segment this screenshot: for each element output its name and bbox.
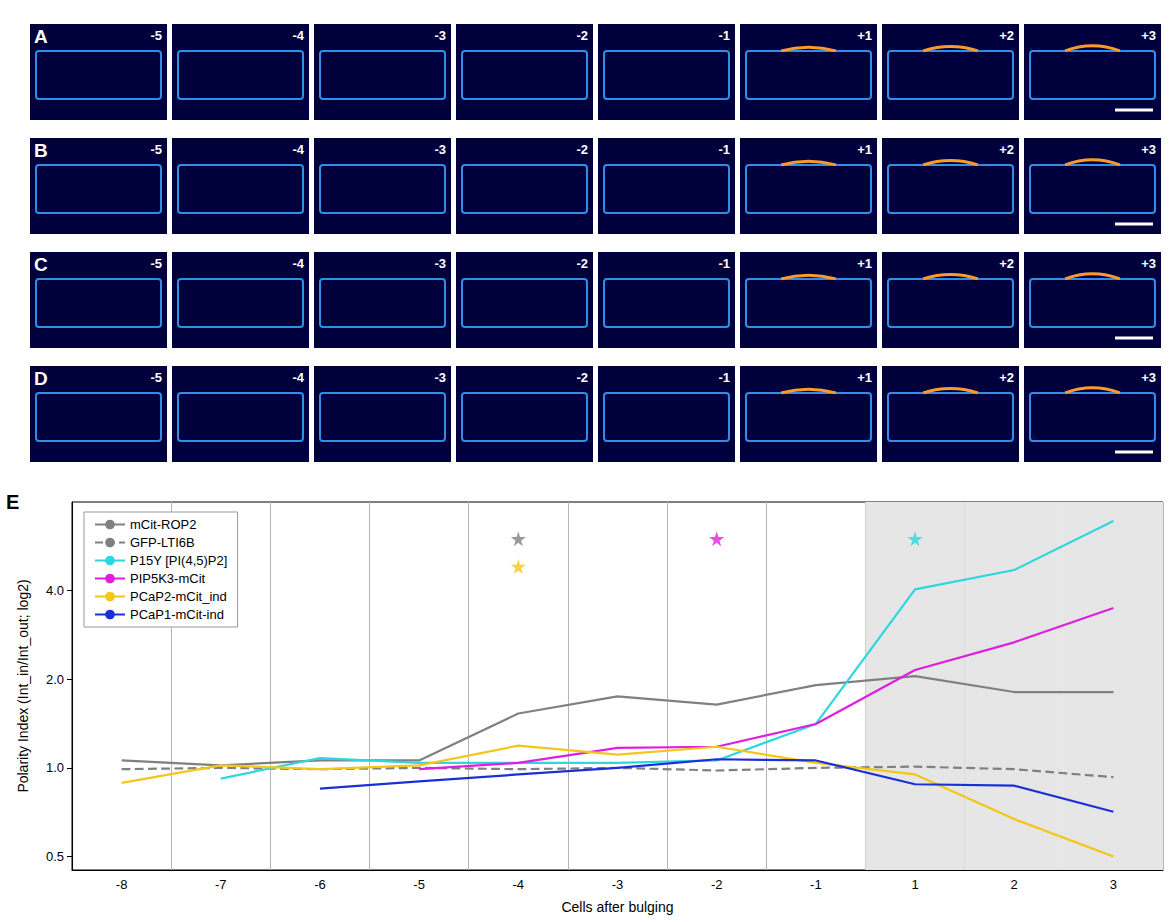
svg-text:-5: -5 xyxy=(150,256,162,271)
svg-text:-1: -1 xyxy=(718,256,730,271)
svg-text:B: B xyxy=(34,140,48,161)
svg-text:-7: -7 xyxy=(215,877,227,892)
svg-text:3: 3 xyxy=(1110,877,1117,892)
svg-text:-4: -4 xyxy=(292,370,304,385)
svg-text:E: E xyxy=(6,491,19,513)
svg-text:0.5: 0.5 xyxy=(46,849,64,864)
svg-text:-2: -2 xyxy=(576,370,588,385)
svg-text:+1: +1 xyxy=(857,142,872,157)
svg-text:+1: +1 xyxy=(857,28,872,43)
svg-text:-1: -1 xyxy=(810,877,822,892)
svg-text:-1: -1 xyxy=(718,28,730,43)
svg-text:Cells after bulging: Cells after bulging xyxy=(561,899,673,915)
svg-text:2.0: 2.0 xyxy=(46,672,64,687)
svg-text:+3: +3 xyxy=(1141,370,1156,385)
svg-text:-4: -4 xyxy=(292,256,304,271)
svg-text:-4: -4 xyxy=(292,142,304,157)
svg-text:-5: -5 xyxy=(150,142,162,157)
svg-text:+1: +1 xyxy=(857,256,872,271)
svg-text:GFP-LTI6B: GFP-LTI6B xyxy=(130,535,195,550)
svg-text:-5: -5 xyxy=(150,28,162,43)
svg-text:PIP5K3-mCit: PIP5K3-mCit xyxy=(130,571,206,586)
svg-text:A: A xyxy=(34,26,48,47)
svg-text:+2: +2 xyxy=(999,142,1014,157)
svg-text:-2: -2 xyxy=(711,877,723,892)
svg-text:C: C xyxy=(34,254,48,275)
svg-text:-8: -8 xyxy=(116,877,128,892)
svg-text:-3: -3 xyxy=(612,877,624,892)
svg-text:4.0: 4.0 xyxy=(46,583,64,598)
svg-text:mCit-ROP2: mCit-ROP2 xyxy=(130,517,196,532)
svg-text:-1: -1 xyxy=(718,142,730,157)
svg-text:+3: +3 xyxy=(1141,142,1156,157)
svg-text:1.0: 1.0 xyxy=(46,760,64,775)
svg-text:+3: +3 xyxy=(1141,256,1156,271)
svg-text:+2: +2 xyxy=(999,28,1014,43)
svg-text:+2: +2 xyxy=(999,370,1014,385)
svg-text:+1: +1 xyxy=(857,370,872,385)
svg-text:-1: -1 xyxy=(718,370,730,385)
svg-text:-5: -5 xyxy=(413,877,425,892)
svg-text:-3: -3 xyxy=(434,142,446,157)
svg-text:PCaP1-mCit-ind: PCaP1-mCit-ind xyxy=(130,607,224,622)
svg-text:-4: -4 xyxy=(513,877,525,892)
svg-text:P15Y [PI(4,5)P2]: P15Y [PI(4,5)P2] xyxy=(130,553,227,568)
svg-text:-3: -3 xyxy=(434,370,446,385)
svg-text:+3: +3 xyxy=(1141,28,1156,43)
svg-text:+2: +2 xyxy=(999,256,1014,271)
svg-text:-2: -2 xyxy=(576,256,588,271)
svg-text:-4: -4 xyxy=(292,28,304,43)
svg-text:D: D xyxy=(34,368,48,389)
svg-text:PCaP2-mCit_ind: PCaP2-mCit_ind xyxy=(130,589,227,604)
svg-text:-6: -6 xyxy=(314,877,326,892)
svg-text:-3: -3 xyxy=(434,28,446,43)
svg-text:-5: -5 xyxy=(150,370,162,385)
svg-text:2: 2 xyxy=(1011,877,1018,892)
svg-text:-2: -2 xyxy=(576,28,588,43)
svg-text:-3: -3 xyxy=(434,256,446,271)
svg-text:Polarity Index (Int_in/Int_out: Polarity Index (Int_in/Int_out; log2) xyxy=(15,579,31,792)
svg-text:1: 1 xyxy=(911,877,918,892)
svg-text:-2: -2 xyxy=(576,142,588,157)
